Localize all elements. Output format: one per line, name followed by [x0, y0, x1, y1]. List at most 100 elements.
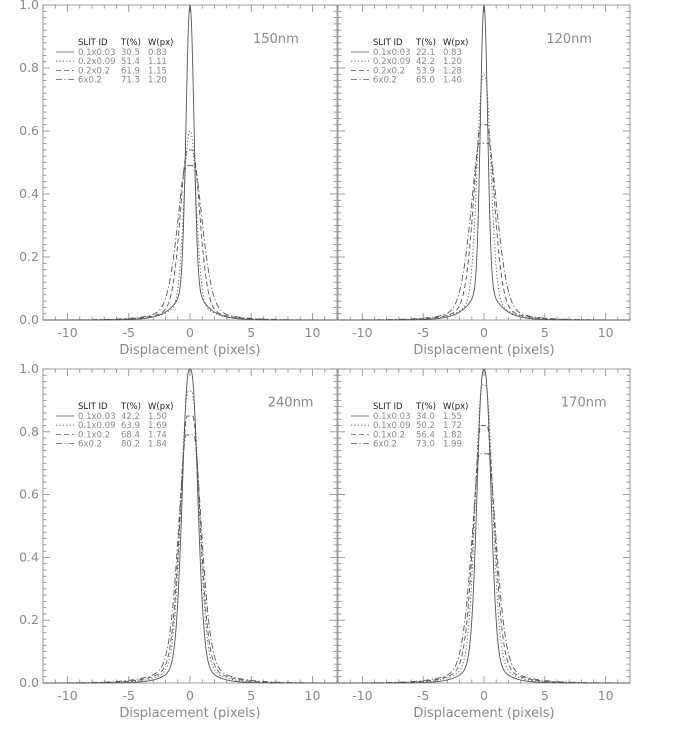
legend-slit: 0.1x0.09 — [373, 421, 410, 431]
profile-curve-0.2x0.2 — [338, 124, 630, 321]
legend-slit: 0.2x0.09 — [373, 57, 410, 67]
legend-width: 1.11 — [148, 57, 167, 67]
legend-header: T(%) — [120, 38, 141, 48]
x-tick-label: 10 — [598, 325, 614, 340]
legend-transmission: 73.0 — [416, 440, 435, 450]
y-tick-label: 1.0 — [19, 0, 39, 12]
y-tick-label: 0.8 — [19, 60, 39, 75]
legend-transmission: 42.2 — [121, 412, 140, 422]
x-tick-label: 5 — [247, 688, 255, 703]
legend-slit: 0.2x0.2 — [78, 66, 110, 76]
legend-header: T(%) — [415, 402, 436, 412]
y-tick-label: 0.4 — [19, 186, 39, 201]
legend-slit: 0.2x0.2 — [373, 66, 405, 76]
legend-transmission: 56.4 — [416, 430, 435, 440]
legend-width: 1.15 — [148, 66, 167, 76]
x-tick-label: -10 — [57, 688, 77, 703]
y-tick-label: 0.2 — [19, 249, 39, 264]
x-axis-title: Displacement (pixels) — [119, 706, 260, 721]
y-tick-label: 1.0 — [19, 361, 39, 376]
legend-transmission: 63.9 — [121, 421, 140, 431]
x-tick-label: 0 — [186, 688, 194, 703]
x-axis-title: Displacement (pixels) — [413, 343, 554, 358]
x-tick-label: -10 — [57, 325, 77, 340]
wavelength-label: 150nm — [253, 32, 299, 47]
legend-slit: 0.1x0.2 — [373, 430, 405, 440]
x-tick-label: -5 — [123, 325, 135, 340]
legend-transmission: 80.2 — [121, 440, 140, 450]
legend-width: 1.55 — [443, 412, 462, 422]
x-tick-label: 10 — [305, 325, 321, 340]
y-tick-label: 0.0 — [19, 675, 39, 690]
legend-transmission: 51.4 — [121, 57, 140, 67]
panel-240nm: -10 -5 0 5 10 0.0 0.2 0.4 0.6 0.8 1.0 Displacement … — [19, 361, 338, 721]
legend-slit: 0.1x0.03 — [78, 48, 115, 58]
profile-curve-0.2x0.09 — [43, 130, 337, 321]
x-axis-title: Displacement (pixels) — [119, 343, 260, 358]
x-tick-label: -5 — [123, 688, 135, 703]
legend-transmission: 50.2 — [416, 421, 435, 431]
x-tick-label: -10 — [352, 688, 372, 703]
legend-slit: 0.1x0.03 — [373, 48, 410, 58]
wavelength-label: 120nm — [546, 32, 592, 47]
legend-transmission: 71.3 — [121, 76, 140, 86]
legend-transmission: 30.5 — [121, 48, 140, 58]
x-tick-label: 10 — [598, 688, 614, 703]
legend-width: 1.74 — [148, 430, 167, 440]
y-tick-label: 0.2 — [19, 612, 39, 627]
legend-header: T(%) — [415, 38, 436, 48]
legend-header: W(px) — [443, 38, 468, 48]
legend-header: W(px) — [148, 402, 173, 412]
panel-120nm: -10 -5 0 5 10 Displacement (pixels) 120nm SLIT … — [337, 4, 631, 358]
legend-transmission: 61.9 — [121, 66, 140, 76]
legend-slit: 6x0.2 — [373, 76, 397, 86]
legend-width: 1.28 — [443, 66, 462, 76]
legend-width: 0.83 — [148, 48, 167, 58]
x-tick-label: 5 — [541, 325, 549, 340]
legend-transmission: 65.0 — [416, 76, 435, 86]
legend-transmission: 53.9 — [416, 66, 435, 76]
legend-width: 1.20 — [443, 57, 462, 67]
profile-curve-6x0.2 — [43, 434, 337, 684]
x-tick-label: 0 — [480, 325, 488, 340]
legend-width: 1.99 — [443, 440, 462, 450]
wavelength-label: 170nm — [561, 396, 607, 411]
legend-header: SLIT ID — [373, 402, 403, 412]
x-tick-label: 0 — [480, 688, 488, 703]
x-tick-label: -5 — [417, 688, 429, 703]
legend-header: SLIT ID — [373, 38, 403, 48]
legend-header: SLIT ID — [78, 402, 108, 412]
x-tick-label: 5 — [541, 688, 549, 703]
legend-slit: 0.1x0.03 — [78, 412, 115, 422]
legend-width: 1.72 — [443, 421, 462, 431]
x-axis-title: Displacement (pixels) — [413, 706, 554, 721]
legend-width: 1.84 — [148, 440, 167, 450]
x-tick-label: 5 — [247, 325, 255, 340]
x-tick-label: 0 — [186, 325, 194, 340]
legend-slit: 0.2x0.09 — [78, 57, 115, 67]
panel-150nm: -10 -5 0 5 10 0.0 0.2 0.4 0.6 0.8 1.0 Displacement … — [19, 0, 338, 358]
legend-width: 1.82 — [443, 430, 462, 440]
legend-width: 1.20 — [148, 76, 167, 86]
x-tick-label: -5 — [417, 325, 429, 340]
profile-curve-0.2x0.2 — [43, 149, 337, 321]
legend-width: 1.69 — [148, 421, 167, 431]
x-tick-label: 10 — [305, 688, 321, 703]
y-tick-label: 0.4 — [19, 549, 39, 564]
legend-slit: 6x0.2 — [373, 440, 397, 450]
x-tick-label: -10 — [352, 325, 372, 340]
y-tick-label: 0.6 — [19, 123, 39, 138]
legend-transmission: 68.4 — [121, 430, 140, 440]
legend-width: 0.83 — [443, 48, 462, 58]
wavelength-label: 240nm — [268, 396, 314, 411]
legend-header: W(px) — [443, 402, 468, 412]
profile-curve-0.1x0.2 — [338, 425, 630, 684]
y-tick-label: 0.6 — [19, 487, 39, 502]
legend-transmission: 22.1 — [416, 48, 435, 58]
legend-header: T(%) — [120, 402, 141, 412]
profile-curve-0.2x0.09 — [338, 73, 630, 321]
legend-slit: 0.1x0.03 — [373, 412, 410, 422]
profile-curve-6x0.2 — [338, 143, 630, 321]
y-tick-label: 0.8 — [19, 424, 39, 439]
